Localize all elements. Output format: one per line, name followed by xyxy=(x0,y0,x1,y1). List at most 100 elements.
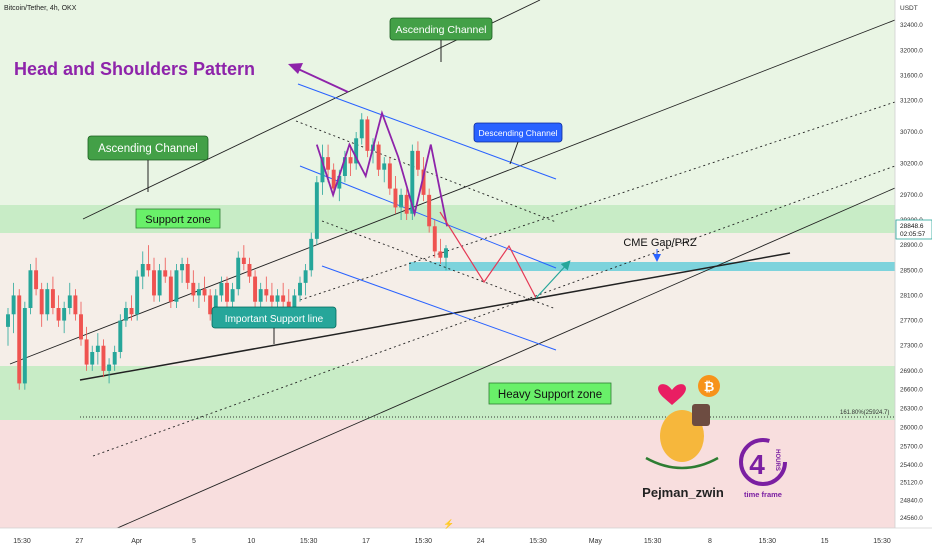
candle-body xyxy=(269,295,274,302)
time-tick-label: 15:30 xyxy=(13,538,31,545)
candle-body xyxy=(247,264,252,277)
candle-body xyxy=(382,163,387,170)
candle-body xyxy=(140,264,145,277)
candle xyxy=(438,238,443,264)
price-tick-label: 25700.0 xyxy=(900,443,923,450)
candle-body xyxy=(275,295,280,302)
ascending-channel-middle-line xyxy=(9,19,896,365)
candle-body xyxy=(264,289,269,296)
candle-body xyxy=(410,150,415,214)
candle xyxy=(180,257,185,283)
candle xyxy=(196,282,201,308)
price-tick-label: 27700.0 xyxy=(900,318,923,325)
candle xyxy=(303,264,308,296)
candle xyxy=(168,270,173,308)
price-tick-label: 30200.0 xyxy=(900,160,923,167)
projected-path-green xyxy=(535,260,571,299)
candle-body xyxy=(180,264,185,271)
candle xyxy=(432,220,437,258)
timeframe-hours: HOURS xyxy=(774,449,780,471)
candle-body xyxy=(253,276,258,302)
countdown-value: 02:05:57 xyxy=(900,231,926,238)
candle xyxy=(79,301,83,346)
time-tick-label: 27 xyxy=(75,538,83,545)
candle-body xyxy=(348,157,353,164)
time-tick-label: 15:30 xyxy=(873,538,891,545)
candle xyxy=(73,289,78,321)
candle xyxy=(157,264,162,302)
time-tick-label: 15:30 xyxy=(759,538,777,545)
candle xyxy=(62,301,67,334)
price-axis[interactable] xyxy=(895,0,932,550)
candle xyxy=(56,295,61,327)
candle-body xyxy=(326,157,331,170)
price-tick-label: 27300.0 xyxy=(900,343,923,350)
candle-body xyxy=(6,314,10,327)
projected-path-red xyxy=(439,211,537,299)
head-and-shoulders-path xyxy=(315,110,448,227)
candle xyxy=(444,245,448,271)
candle xyxy=(225,276,229,308)
candle xyxy=(359,113,364,145)
bitcoin-icon xyxy=(698,375,720,397)
candle xyxy=(208,289,213,321)
candle-body xyxy=(444,248,448,258)
candle xyxy=(241,245,246,271)
candle xyxy=(123,301,128,327)
candle-body xyxy=(241,257,246,264)
candle xyxy=(399,188,404,220)
heavy-support-label-box xyxy=(488,382,612,405)
price-tick-label: 26000.0 xyxy=(900,424,923,431)
symbol-title: Bitcoin/Tether, 4h, OKX xyxy=(4,5,77,12)
candle-body xyxy=(123,308,128,321)
last-price-value: 28848.6 xyxy=(900,223,924,230)
candle xyxy=(191,270,196,302)
title-arrow xyxy=(295,67,349,93)
price-tick-label: 26600.0 xyxy=(900,387,923,394)
candle xyxy=(365,116,370,158)
time-tick-label: 15:30 xyxy=(529,538,547,545)
candle-body xyxy=(415,150,420,170)
candle-body xyxy=(213,295,218,315)
candle xyxy=(163,257,168,283)
candle-body xyxy=(112,352,117,365)
time-axis[interactable] xyxy=(0,528,932,550)
price-tick-label: 31600.0 xyxy=(900,72,923,79)
ascending-channel-lower-line xyxy=(89,187,896,541)
candle xyxy=(376,141,381,176)
price-tick-label: 30700.0 xyxy=(900,129,923,136)
price-tick-label: 32400.0 xyxy=(900,22,923,29)
candle xyxy=(314,176,319,246)
candle xyxy=(393,176,398,214)
ascending-channel-top-label: Ascending Channel xyxy=(395,24,486,36)
price-axis-ticks: 32400.0 32000.0 31600.0 31200.0 30700.0 30200… xyxy=(900,22,923,522)
time-tick-label: 15:30 xyxy=(415,538,433,545)
cme-gap-label: CME Gap/PRZ xyxy=(623,237,697,249)
candle xyxy=(202,276,207,302)
candle-body xyxy=(79,314,83,340)
candle-body xyxy=(359,119,364,139)
candle xyxy=(326,144,331,183)
heavy-support-zone-band xyxy=(0,366,895,420)
candle-body xyxy=(17,295,22,384)
candle-body xyxy=(376,144,381,170)
price-tick-label: 24560.0 xyxy=(900,515,923,522)
candle-body xyxy=(342,157,347,176)
candle-body xyxy=(303,270,308,283)
candle-body xyxy=(22,308,27,384)
title-arrow-head xyxy=(288,63,303,74)
candle xyxy=(152,257,156,302)
candle xyxy=(427,188,432,233)
replay-icon[interactable]: ⚡ xyxy=(443,518,454,530)
candle xyxy=(247,257,252,283)
candle xyxy=(382,157,387,183)
candle xyxy=(11,282,16,334)
time-tick-label: Apr xyxy=(131,538,143,545)
candle-body xyxy=(236,257,241,290)
candle-body xyxy=(62,308,67,321)
candle xyxy=(50,276,55,315)
avatar-icon xyxy=(692,404,710,426)
candle xyxy=(129,295,134,321)
candle-body xyxy=(230,289,235,302)
